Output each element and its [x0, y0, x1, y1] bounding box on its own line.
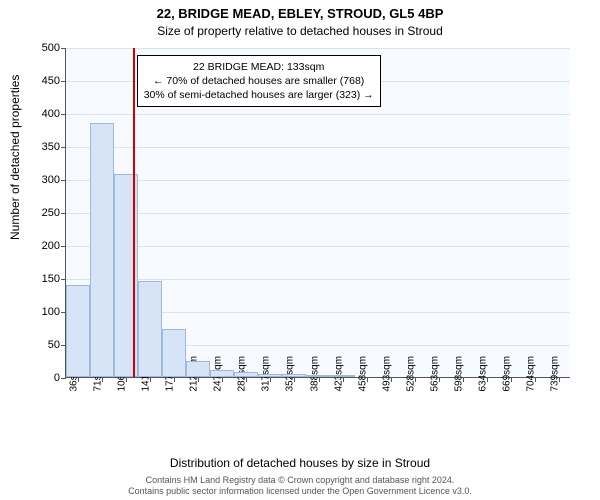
- y-tick-label: 350: [22, 141, 60, 153]
- y-tick-label: 400: [22, 108, 60, 120]
- gridline: [66, 180, 570, 181]
- histogram-bar: [90, 123, 114, 377]
- y-tick-label: 0: [22, 372, 60, 384]
- histogram-bar: [210, 370, 234, 377]
- y-tick-label: 50: [22, 339, 60, 351]
- histogram-bar: [138, 281, 162, 377]
- histogram-bar: [331, 375, 355, 377]
- credits-line-1: Contains HM Land Registry data © Crown c…: [146, 475, 455, 485]
- histogram-bar: [234, 372, 258, 377]
- histogram-bar: [162, 329, 186, 377]
- annotation-box: 22 BRIDGE MEAD: 133sqm← 70% of detached …: [137, 55, 381, 108]
- x-axis-label: Distribution of detached houses by size …: [0, 456, 600, 470]
- credits-line-2: Contains public sector information licen…: [128, 486, 472, 496]
- y-axis-label: Number of detached properties: [8, 75, 22, 240]
- histogram-bar: [186, 361, 210, 378]
- y-tick-label: 200: [22, 240, 60, 252]
- gridline: [66, 48, 570, 49]
- histogram-bar: [66, 285, 90, 377]
- histogram-bar: [258, 374, 282, 377]
- chart-credits: Contains HM Land Registry data © Crown c…: [0, 475, 600, 497]
- y-tick-label: 100: [22, 306, 60, 318]
- y-tick: [61, 378, 66, 379]
- reference-line: [133, 48, 135, 377]
- property-size-chart: 22, BRIDGE MEAD, EBLEY, STROUD, GL5 4BP …: [0, 0, 600, 500]
- gridline: [66, 279, 570, 280]
- y-tick-label: 300: [22, 174, 60, 186]
- gridline: [66, 246, 570, 247]
- chart-subtitle: Size of property relative to detached ho…: [0, 24, 600, 38]
- chart-title: 22, BRIDGE MEAD, EBLEY, STROUD, GL5 4BP: [0, 6, 600, 21]
- plot-area: 22 BRIDGE MEAD: 133sqm← 70% of detached …: [65, 48, 570, 378]
- annotation-line: ← 70% of detached houses are smaller (76…: [144, 74, 374, 88]
- y-tick-label: 150: [22, 273, 60, 285]
- annotation-line: 22 BRIDGE MEAD: 133sqm: [144, 60, 374, 74]
- histogram-bar: [306, 375, 330, 377]
- annotation-line: 30% of semi-detached houses are larger (…: [144, 88, 374, 102]
- y-tick-label: 500: [22, 42, 60, 54]
- gridline: [66, 147, 570, 148]
- y-tick-label: 450: [22, 75, 60, 87]
- gridline: [66, 213, 570, 214]
- gridline: [66, 114, 570, 115]
- histogram-bar: [282, 374, 306, 377]
- y-tick-label: 250: [22, 207, 60, 219]
